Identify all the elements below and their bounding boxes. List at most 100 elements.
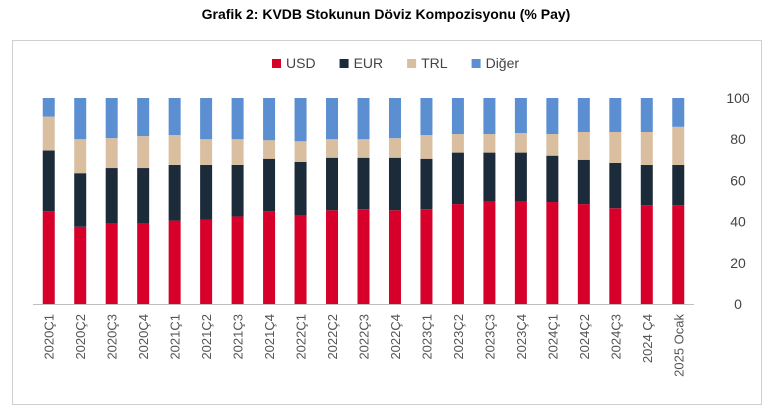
bar-10-3: [357, 98, 370, 140]
bar-8-3: [294, 98, 307, 142]
bar-11-1: [388, 157, 401, 211]
bar-13-1: [451, 152, 464, 205]
bar-1-3: [74, 98, 87, 140]
bar-20-1: [672, 164, 685, 206]
bar-9-3: [326, 98, 339, 140]
bar-2-3: [105, 98, 118, 139]
bar-18-3: [609, 98, 622, 132]
bar-18-0: [609, 208, 622, 304]
bar-0-3: [42, 98, 55, 117]
bar-4-3: [168, 98, 181, 136]
x-tick-label-11: 2022Ç4: [388, 314, 403, 360]
bar-6-1: [231, 164, 244, 217]
bar-4-0: [168, 220, 181, 304]
bar-10-2: [357, 139, 370, 158]
bar-17-3: [577, 98, 590, 132]
x-tick-label-3: 2020Ç4: [136, 314, 151, 360]
x-tick-label-9: 2022Ç2: [325, 314, 340, 360]
x-tick-label-10: 2022Ç3: [357, 314, 372, 360]
bar-16-3: [546, 98, 559, 135]
x-tick-label-20: 2025 Ocak: [671, 314, 686, 377]
x-tick-label-13: 2023Ç2: [451, 314, 466, 360]
bar-16-2: [546, 134, 559, 156]
bar-9-2: [326, 139, 339, 158]
bar-1-0: [74, 226, 87, 304]
bar-19-3: [640, 98, 653, 132]
bar-1-2: [74, 139, 87, 174]
bar-0-0: [42, 211, 55, 304]
bar-11-0: [388, 210, 401, 304]
bar-8-1: [294, 161, 307, 216]
x-tick-label-18: 2024Ç3: [608, 314, 623, 360]
bar-20-0: [672, 205, 685, 304]
bar-3-1: [137, 168, 150, 224]
y-tick-label-3: 60: [730, 172, 746, 188]
y-tick-label-4: 80: [730, 131, 746, 147]
legend-swatch-3: [471, 59, 481, 68]
bar-6-3: [231, 98, 244, 140]
legend-label-3: Diğer: [486, 55, 520, 71]
bar-12-0: [420, 209, 433, 304]
bar-19-1: [640, 164, 653, 206]
x-tick-label-5: 2021Ç2: [199, 314, 214, 360]
bar-12-3: [420, 98, 433, 136]
bar-19-0: [640, 205, 653, 304]
bar-13-3: [451, 98, 464, 135]
bar-1-1: [74, 173, 87, 227]
bar-7-2: [263, 140, 276, 159]
bar-5-3: [200, 98, 213, 140]
bar-5-2: [200, 139, 213, 165]
x-tick-label-7: 2021Ç4: [262, 314, 277, 360]
bar-7-0: [263, 211, 276, 304]
x-tick-label-15: 2023Ç4: [514, 314, 529, 360]
bar-5-1: [200, 164, 213, 220]
bar-5-0: [200, 219, 213, 304]
legend-swatch-0: [272, 59, 281, 68]
bar-3-3: [137, 98, 150, 137]
bar-13-0: [451, 204, 464, 304]
x-tick-label-2: 2020Ç3: [105, 314, 120, 360]
x-tick-label-0: 2020Ç1: [42, 314, 57, 360]
y-tick-label-1: 20: [730, 255, 746, 271]
bar-9-0: [326, 210, 339, 304]
bar-20-2: [672, 126, 685, 165]
chart-frame: [12, 40, 762, 405]
x-tick-label-12: 2023Ç1: [419, 314, 434, 360]
bar-3-2: [137, 136, 150, 169]
bar-11-3: [388, 98, 401, 139]
bar-16-1: [546, 155, 559, 203]
bar-0-2: [42, 116, 55, 151]
y-tick-label-2: 40: [730, 214, 746, 230]
bar-15-2: [514, 133, 527, 153]
bar-13-2: [451, 134, 464, 153]
bar-12-1: [420, 158, 433, 210]
x-tick-label-8: 2022Ç1: [294, 314, 309, 360]
bar-15-1: [514, 152, 527, 201]
bar-8-2: [294, 141, 307, 162]
legend-label-2: TRL: [421, 55, 448, 71]
bar-12-2: [420, 135, 433, 159]
bar-2-1: [105, 168, 118, 224]
bar-15-3: [514, 98, 527, 134]
bar-18-1: [609, 162, 622, 209]
x-tick-label-16: 2024Ç1: [545, 314, 560, 360]
bar-14-2: [483, 134, 496, 153]
legend-label-0: USD: [286, 55, 316, 71]
x-tick-label-1: 2020Ç2: [73, 314, 88, 360]
bar-10-0: [357, 209, 370, 304]
bar-20-3: [672, 98, 685, 127]
bar-16-0: [546, 202, 559, 304]
bar-14-0: [483, 201, 496, 304]
bar-14-1: [483, 152, 496, 201]
bar-4-1: [168, 164, 181, 221]
y-tick-label-5: 100: [726, 90, 750, 106]
bar-7-1: [263, 158, 276, 212]
bar-17-2: [577, 131, 590, 160]
x-tick-label-17: 2024Ç2: [577, 314, 592, 360]
bar-6-0: [231, 216, 244, 304]
bar-11-2: [388, 138, 401, 158]
bar-3-0: [137, 223, 150, 304]
bar-17-1: [577, 159, 590, 205]
bar-6-2: [231, 139, 244, 165]
chart-title: Grafik 2: KVDB Stokunun Döviz Kompozisyo…: [201, 6, 571, 22]
